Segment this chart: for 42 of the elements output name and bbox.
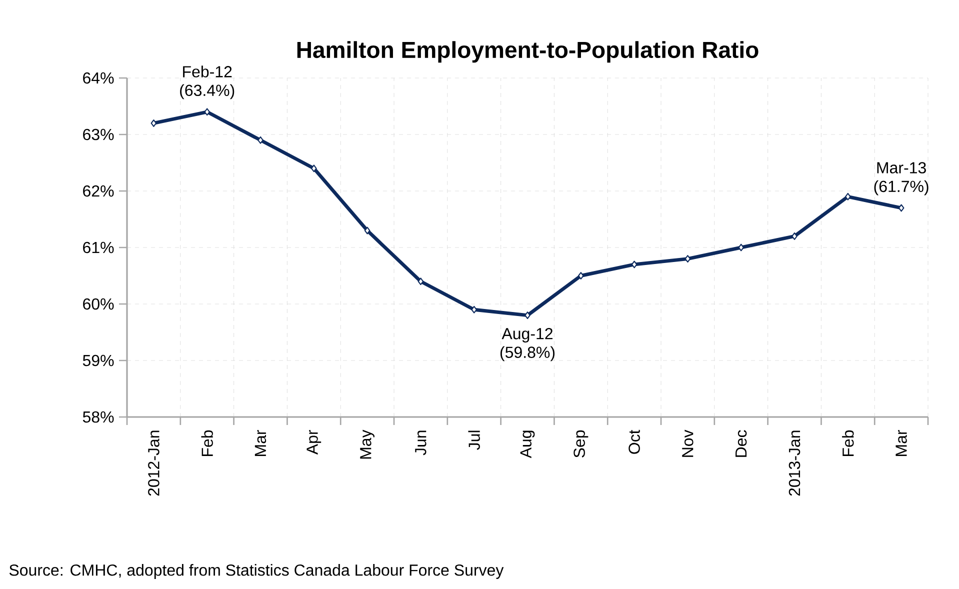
point — [792, 232, 798, 240]
x-tick-label: Dec — [736, 430, 747, 457]
x-tick-label: Jul — [468, 430, 480, 450]
y-tick-label: 59% — [82, 354, 114, 366]
x-tick-label: 2012-Jan — [148, 430, 160, 496]
point — [524, 312, 530, 320]
y-tick-label: 64% — [83, 72, 114, 84]
annotation: Aug-12 (59.8%) — [500, 328, 555, 362]
point — [204, 108, 210, 116]
x-tick-label: Mar — [896, 430, 907, 456]
point — [364, 226, 370, 234]
y-tick-label: 60% — [83, 298, 114, 310]
point — [471, 306, 478, 314]
point — [844, 192, 851, 200]
x-tick-label: Nov — [682, 430, 694, 457]
point — [898, 204, 904, 212]
point — [310, 164, 317, 172]
x-tick-label: Oct — [628, 430, 640, 454]
x-tick-label: Feb — [842, 430, 854, 456]
point — [150, 119, 157, 127]
x-tick-label: Feb — [201, 430, 213, 456]
point — [418, 278, 424, 286]
x-tick-label: Aug — [520, 430, 535, 458]
annotation: Mar-13 (61.7%) — [874, 162, 928, 196]
y-tick-label: 63% — [83, 128, 114, 140]
point — [738, 244, 744, 252]
y-tick-label: 61% — [83, 242, 114, 254]
y-tick-label: 58% — [82, 411, 114, 423]
y-tick-label: 62% — [83, 185, 114, 197]
source-note: Source: CMHC, adopted from Statistics Canada Labour Force Survey — [9, 564, 504, 579]
x-tick-label: Apr — [306, 430, 322, 455]
point — [258, 136, 264, 144]
chart-title: Hamilton Employment-to-Population Ratio — [297, 41, 758, 63]
annotation: Feb-12 (63.4%) — [180, 66, 234, 100]
point — [684, 255, 691, 263]
x-tick-label: Sep — [574, 430, 588, 458]
x-tick-label: Jun — [415, 430, 426, 456]
point — [578, 272, 584, 280]
x-tick-label: 2013-Jan — [788, 430, 800, 496]
point — [631, 260, 638, 268]
x-tick-label: May — [360, 430, 374, 459]
x-tick-label: Mar — [254, 430, 266, 456]
